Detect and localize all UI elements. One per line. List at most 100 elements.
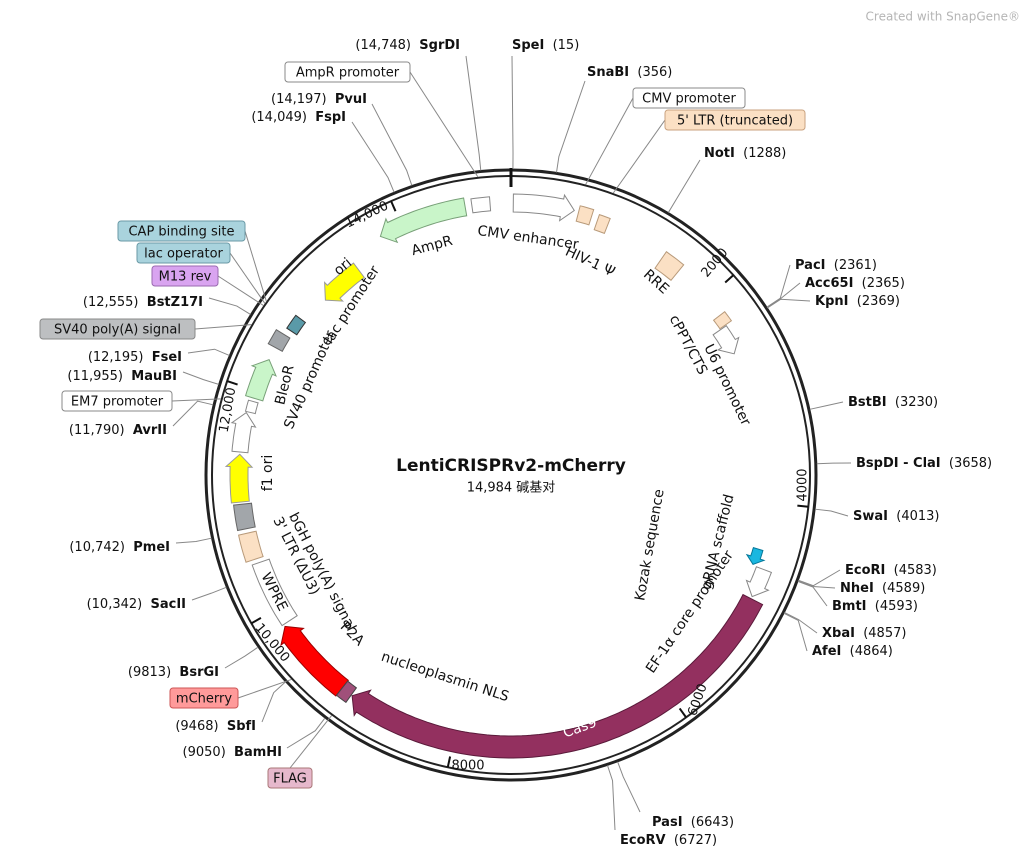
tag-box [61, 390, 173, 412]
site-name: MauBI [131, 369, 177, 384]
feature-arc [244, 399, 259, 415]
site-line [224, 646, 259, 669]
tag-line [244, 230, 267, 302]
site-name: BmtI [832, 599, 867, 614]
site-name: KpnI [815, 294, 848, 309]
site-line [766, 264, 791, 308]
tag-label: CAP binding site [128, 225, 234, 240]
site-name: AvrII [133, 423, 167, 438]
site-label: NheI (4589) [840, 581, 925, 596]
site-name: EcoRI [845, 563, 885, 578]
tag-box [284, 61, 411, 83]
site-line [815, 508, 849, 517]
feature-label: f1 ori [260, 455, 276, 492]
feature-arc [745, 546, 766, 566]
feature-arc [351, 593, 764, 759]
site-label: (12,195) FseI [88, 350, 182, 365]
site-position: (9813) [128, 665, 180, 680]
site-label: EcoRV (6727) [620, 833, 717, 848]
tag-label: lac operator [144, 247, 223, 262]
site-name: BstBI [848, 395, 887, 410]
site-label: SpeI (15) [512, 38, 579, 53]
tag-label: CMV promoter [642, 92, 736, 107]
site-line [797, 580, 836, 589]
site-name: PacI [795, 258, 826, 273]
site-label: (9050) BamHI [183, 745, 282, 760]
site-position: (2369) [848, 294, 900, 309]
tag-label: M13 rev [159, 270, 212, 285]
site-position: (4583) [885, 563, 937, 578]
site-label: KpnI (2369) [815, 294, 900, 309]
feature-arc [379, 197, 468, 244]
site-name: Acc65I [805, 276, 853, 291]
feature-label: nucleoplasmin NLS [379, 649, 511, 705]
feature-arc [593, 213, 611, 235]
scale-tick [724, 274, 735, 284]
site-position: (11,790) [69, 423, 133, 438]
site-line [783, 612, 808, 652]
site-name: NheI [840, 581, 874, 596]
site-label: SwaI (4013) [853, 509, 939, 524]
watermark: Created with SnapGene® [866, 10, 1020, 24]
site-label: (9468) SbfI [175, 719, 256, 734]
tag-box [267, 767, 313, 789]
tag-box [169, 687, 239, 709]
site-label: (14,049) FspI [251, 110, 346, 125]
site-name: SbfI [227, 719, 256, 734]
feature-arc [335, 680, 358, 704]
feature-label: AmpR [410, 233, 455, 259]
site-line [556, 80, 586, 173]
site-line [172, 400, 214, 427]
site-line [798, 569, 841, 587]
tag-label: FLAG [273, 772, 307, 787]
plasmid-name: LentiCRISPRv2-mCherry [396, 456, 626, 476]
site-line [617, 761, 641, 813]
site-label: (11,955) MauBI [67, 369, 177, 384]
site-line [175, 537, 212, 544]
site-name: SgrDI [419, 38, 460, 53]
site-name: AfeI [812, 644, 841, 659]
tag-line [171, 398, 221, 402]
feature-arc [470, 196, 492, 214]
feature-arc [575, 205, 595, 226]
site-name: PasI [652, 815, 683, 830]
site-line [261, 681, 286, 723]
site-label: (10,742) PmeI [69, 540, 170, 555]
site-line [667, 159, 701, 213]
site-line [816, 462, 852, 465]
site-name: SacII [150, 597, 186, 612]
site-position: (6727) [666, 833, 718, 848]
site-line [351, 121, 395, 193]
site-name: EcoRV [620, 833, 666, 848]
site-name: FseI [152, 350, 182, 365]
feature-arc [745, 566, 773, 598]
site-position: (11,955) [67, 369, 131, 384]
site-position: (12,555) [83, 295, 147, 310]
feature-arc [244, 358, 277, 402]
site-position: (6643) [683, 815, 735, 830]
site-label: Acc65I (2365) [805, 276, 905, 291]
plasmid-length: 14,984 碱基对 [467, 481, 556, 496]
feature-arc [224, 453, 254, 504]
site-position: (1288) [735, 146, 787, 161]
tag-box [117, 220, 246, 242]
site-name: PmeI [133, 540, 170, 555]
feature-arc [233, 502, 256, 532]
feature-arc [712, 325, 740, 355]
site-position: (14,748) [355, 38, 419, 53]
tag-box [664, 109, 806, 131]
site-line [371, 103, 413, 186]
site-name: SwaI [853, 509, 888, 524]
site-position: (2361) [826, 258, 878, 273]
site-label: (14,748) SgrDI [355, 38, 460, 53]
site-label: BstBI (3230) [848, 395, 938, 410]
tag-line [237, 678, 292, 699]
feature-label: U6 promoter [700, 342, 753, 429]
site-label: BspDI - ClaI (3658) [856, 456, 992, 471]
tag-label: mCherry [176, 692, 232, 707]
scale-label: 4000 [796, 468, 811, 501]
feature-arc [654, 250, 685, 281]
feature-arc [324, 262, 365, 302]
site-position: (3230) [887, 395, 939, 410]
